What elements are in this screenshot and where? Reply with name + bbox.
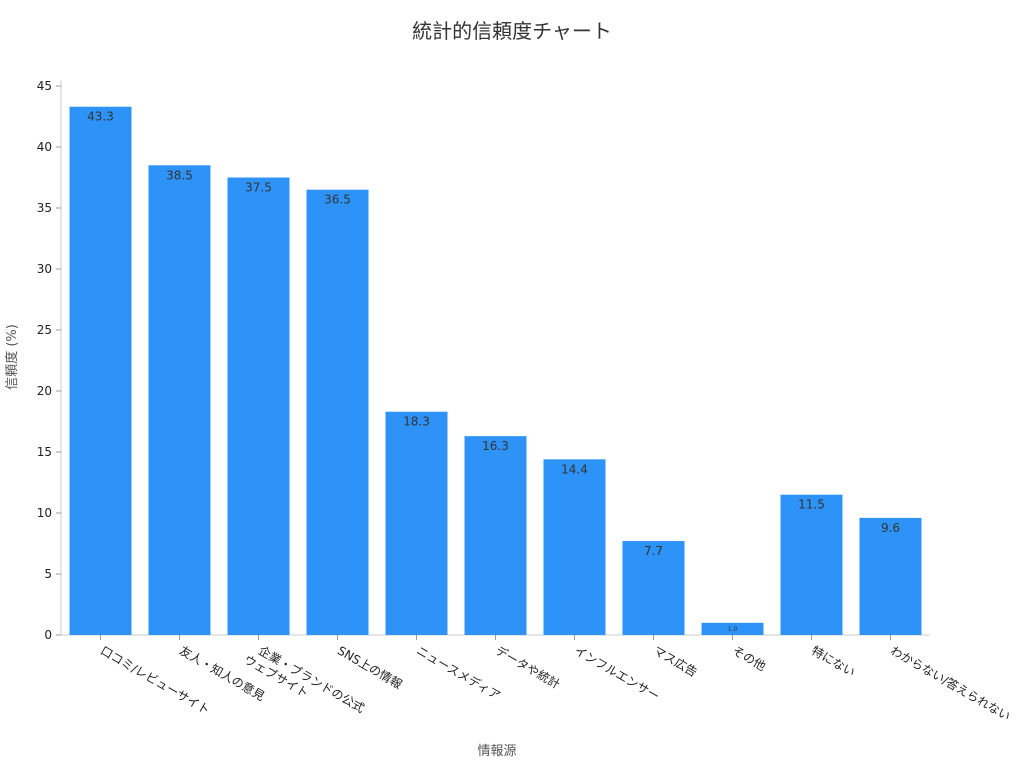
y-tick-label: 10 <box>37 506 52 520</box>
data-label: 1.0 <box>728 626 738 633</box>
data-label: 16.3 <box>482 439 509 453</box>
y-tick-label: 30 <box>37 262 52 276</box>
bar <box>385 411 448 635</box>
chart-title: 統計的信頼度チャート <box>412 19 612 43</box>
x-tick-label: SNS上の情報 <box>335 643 405 691</box>
bars-group <box>69 106 922 636</box>
y-axis: 0 5 10 15 20 25 30 35 40 45 <box>37 79 62 642</box>
y-axis-title: 信頼度 (%) <box>4 324 20 390</box>
bar <box>227 177 290 635</box>
bar <box>306 189 369 635</box>
x-tick-label: インフルエンサー <box>572 643 662 703</box>
y-tick-label: 15 <box>37 445 52 459</box>
x-axis-title: 情報源 <box>477 744 516 759</box>
bar <box>780 494 843 635</box>
bar <box>701 622 764 635</box>
bar <box>859 517 922 635</box>
y-tick-label: 0 <box>44 628 52 642</box>
y-tick-label: 25 <box>37 323 52 337</box>
bar <box>622 541 685 635</box>
y-tick-label: 45 <box>37 79 52 93</box>
x-tick-label: データや統計 <box>493 643 563 692</box>
data-label: 11.5 <box>798 498 825 512</box>
x-tick-label: マス広告 <box>651 643 700 679</box>
y-tick-label: 5 <box>44 567 52 581</box>
data-label: 7.7 <box>644 544 663 558</box>
bar <box>69 106 132 636</box>
data-label: 9.6 <box>881 521 900 535</box>
bar <box>464 436 527 635</box>
y-tick-label: 20 <box>37 384 52 398</box>
data-label: 37.5 <box>245 181 272 195</box>
data-label: 36.5 <box>324 193 351 207</box>
x-tick-label: その他 <box>730 643 768 673</box>
data-label: 43.3 <box>87 110 114 124</box>
x-tick-label: ニュースメディア <box>414 643 503 703</box>
y-tick-label: 40 <box>37 140 52 154</box>
data-label: 18.3 <box>403 415 430 429</box>
x-tick-label: 特にない <box>809 643 858 680</box>
y-tick-label: 35 <box>37 201 52 215</box>
data-label: 14.4 <box>561 462 588 476</box>
bar <box>148 165 211 636</box>
bar <box>543 459 606 635</box>
data-labels-group: 43.3 38.5 37.5 36.5 18.3 16.3 14.4 7.7 1.0 11.5 9.… <box>87 110 900 633</box>
x-tick-label: わからない/答えられない <box>888 643 1013 724</box>
data-label: 38.5 <box>166 168 193 182</box>
